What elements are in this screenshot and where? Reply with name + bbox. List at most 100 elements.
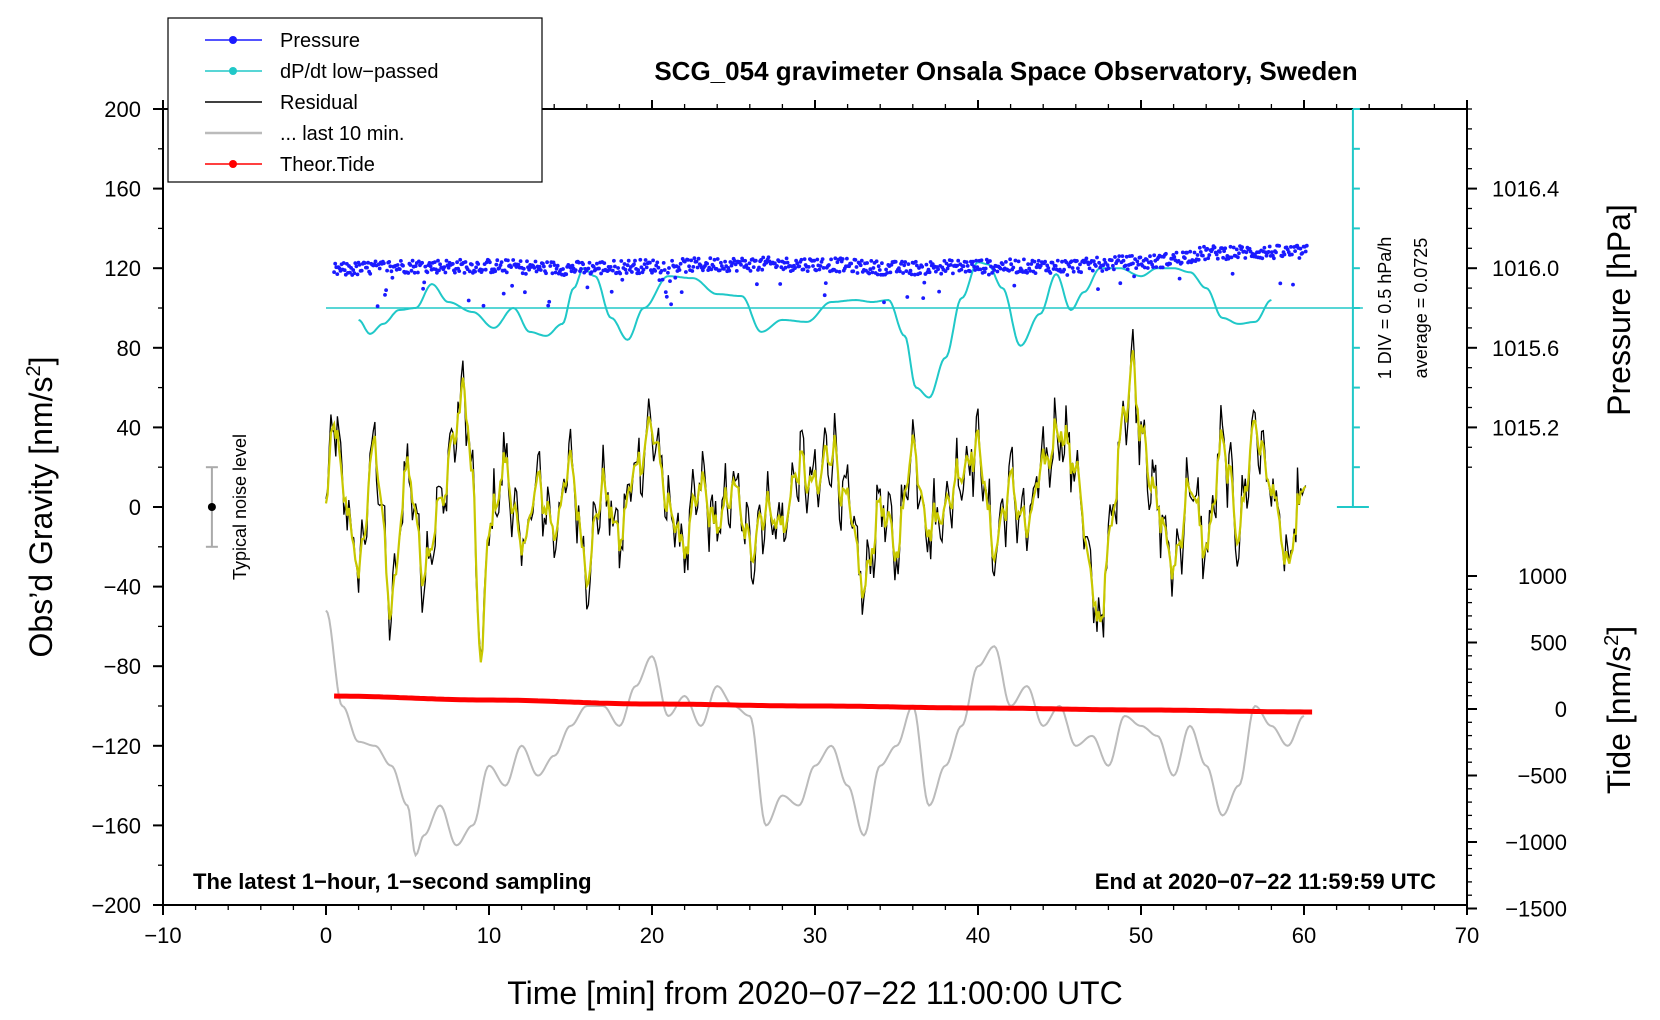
pressure-point [608,265,613,269]
pressure-point [352,271,357,276]
pressure-point [638,257,643,262]
pressure-point [1022,257,1026,262]
pressure-point [936,267,940,272]
pressure-point [544,271,548,276]
pressure-point [554,266,559,271]
pressure-point [1038,263,1043,268]
pressure-point [432,260,437,264]
pressure-point [1007,268,1011,273]
pressure-point [1300,251,1305,255]
pressure-point [373,259,378,264]
pressure-point [659,269,664,273]
pressure-point [708,256,713,261]
pressure-point [1134,266,1139,270]
pressure-point [937,289,941,294]
pressure-point [1094,264,1098,268]
pressure-point [1207,253,1212,257]
pressure-point [388,264,393,269]
pressure-point [1097,260,1101,265]
pressure-point [633,258,637,263]
pressure-point [775,264,779,268]
pressure-point [1185,250,1189,255]
legend-label: Pressure [280,30,360,52]
tide-axis-title: Tide [nm/s2] [1601,626,1637,794]
pressure-point [607,267,612,272]
pressure-point [897,266,901,271]
pressure-point [971,259,975,264]
noise-label: Typical noise level [230,434,250,580]
pressure-point [1111,263,1115,268]
pressure-point [903,260,908,264]
pressure-point [1160,265,1165,270]
pressure-point [983,266,988,271]
y-tick-label: 40 [117,415,141,440]
pressure-point [978,267,983,272]
pressure-point [1067,264,1072,269]
pressure-point [837,269,842,274]
pressure-point [1079,270,1083,275]
pressure-point [811,264,815,268]
pressure-point [1298,246,1303,251]
pressure-point [686,258,690,262]
pressure-point [612,258,616,263]
pressure-point [412,270,417,275]
pressure-point [1303,249,1308,254]
pressure-point [1008,257,1012,262]
y-tick-label: −160 [91,813,141,838]
pressure-point [1168,261,1172,266]
pressure-point [466,298,471,303]
pressure-point [625,263,630,268]
pressure-point [1105,263,1110,267]
pressure-point [722,267,726,271]
pressure-point [474,265,478,270]
pressure-point [1290,252,1294,257]
pressure-point [389,269,394,274]
pressure-point [875,272,880,277]
pressure-point [982,270,987,274]
x-tick-label: 40 [966,923,990,948]
pressure-point [1183,256,1187,260]
pressure-point [757,265,761,270]
pressure-point [421,286,425,291]
pressure-point [1278,281,1283,286]
pressure-point [656,265,661,270]
pressure-point [438,262,442,267]
pressure-point [1243,256,1248,260]
pressure-point [1198,250,1203,254]
pressure-point [797,264,802,269]
pressure-point [395,263,400,267]
legend-marker [229,67,237,75]
pressure-point [869,259,874,263]
pressure-point [799,257,804,262]
pressure-point [1282,252,1287,257]
dpdt-average-label: average = 0.0725 [1411,238,1431,379]
dpdt-scale: 1 DIV = 0.5 hPa/h average = 0.0725 [326,108,1431,508]
pressure-point [423,264,428,269]
pressure-point [1174,250,1179,255]
pressure-point [1043,259,1047,264]
pressure-point [687,264,691,269]
pressure-point [1090,268,1095,273]
pressure-point [1236,255,1240,260]
pressure-point [1130,254,1134,258]
pressure-point [420,260,424,265]
pressure-point [587,260,592,265]
pressure-point [766,255,771,260]
pressure-point [1266,250,1271,254]
pressure-point [666,270,670,275]
pressure-point [1201,253,1205,258]
pressure-point [377,266,382,271]
tide-tick-label: −1500 [1505,897,1567,922]
pressure-point [619,259,624,263]
pressure-point [747,261,752,266]
pressure-point [956,258,961,263]
pressure-point [760,267,765,272]
pressure-point [1013,258,1018,263]
pressure-point [965,264,970,268]
pressure-point [1050,260,1055,265]
pressure-point [1231,245,1236,250]
pressure-point [660,277,665,282]
y-tick-label: 80 [117,336,141,361]
pressure-point [784,256,789,261]
pressure-point [437,268,441,273]
